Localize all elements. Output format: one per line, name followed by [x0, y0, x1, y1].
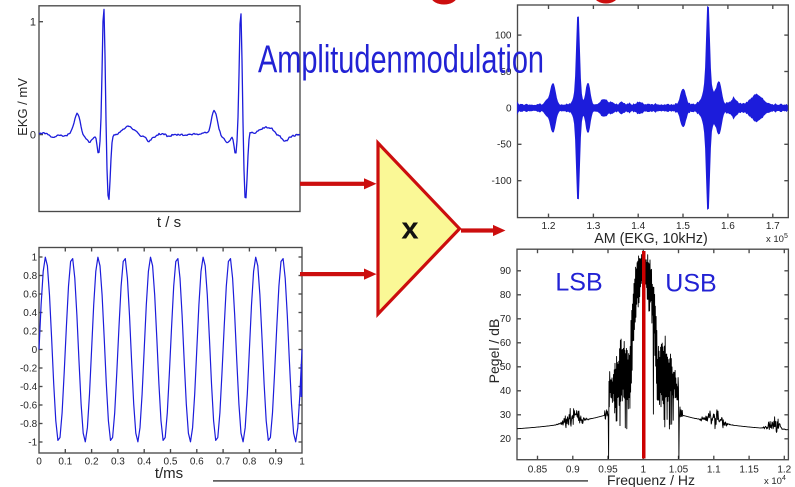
- svg-text:0.9: 0.9: [566, 465, 580, 476]
- svg-text:-0.6: -0.6: [20, 400, 38, 411]
- svg-text:-0.8: -0.8: [20, 419, 38, 430]
- svg-text:1.1: 1.1: [707, 465, 721, 476]
- svg-text:x: x: [401, 210, 419, 245]
- svg-text:60: 60: [500, 338, 512, 349]
- svg-text:0.4: 0.4: [137, 457, 151, 468]
- svg-text:0.8: 0.8: [242, 457, 256, 468]
- svg-text:0.3: 0.3: [111, 457, 125, 468]
- svg-text:70: 70: [500, 314, 512, 325]
- svg-text:40: 40: [500, 386, 512, 397]
- svg-text:1.05: 1.05: [669, 465, 689, 476]
- svg-text:1.7: 1.7: [766, 221, 780, 232]
- svg-text:1.2: 1.2: [777, 465, 791, 476]
- svg-text:0.95: 0.95: [598, 465, 618, 476]
- svg-text:1.3: 1.3: [586, 221, 600, 232]
- svg-text:1: 1: [641, 465, 647, 476]
- svg-text:EKG / mV: EKG / mV: [15, 78, 30, 136]
- svg-text:AM (EKG, 10kHz): AM (EKG, 10kHz): [594, 231, 708, 247]
- svg-text:0.85: 0.85: [528, 465, 548, 476]
- svg-text:1: 1: [32, 252, 38, 263]
- svg-text:-100: -100: [491, 176, 511, 187]
- svg-text:x 104: x 104: [764, 475, 786, 487]
- svg-text:0: 0: [30, 130, 36, 142]
- svg-text:0.1: 0.1: [58, 457, 72, 468]
- svg-text:0.4: 0.4: [23, 308, 37, 319]
- svg-text:1.15: 1.15: [739, 465, 759, 476]
- svg-text:0: 0: [36, 457, 42, 468]
- svg-text:0.2: 0.2: [23, 326, 37, 337]
- svg-text:1.5: 1.5: [676, 221, 690, 232]
- svg-text:0.2: 0.2: [85, 457, 99, 468]
- svg-text:100: 100: [495, 31, 512, 42]
- svg-text:80: 80: [500, 290, 512, 301]
- svg-text:30: 30: [500, 410, 512, 421]
- svg-text:50: 50: [500, 362, 512, 373]
- svg-text:1.4: 1.4: [631, 221, 645, 232]
- svg-text:Amplitudenmodulation: Amplitudenmodulation: [258, 39, 544, 82]
- svg-text:90: 90: [500, 266, 512, 277]
- svg-text:-50: -50: [497, 140, 512, 151]
- svg-text:0.7: 0.7: [216, 457, 230, 468]
- svg-text:Frequenz / Hz: Frequenz / Hz: [607, 472, 695, 487]
- svg-text:x 105: x 105: [766, 233, 788, 245]
- svg-text:50: 50: [500, 67, 512, 78]
- svg-text:0.8: 0.8: [23, 271, 37, 282]
- svg-text:t / s: t / s: [157, 214, 181, 231]
- svg-text:-0.4: -0.4: [20, 382, 38, 393]
- svg-text:1.6: 1.6: [721, 221, 735, 232]
- svg-text:1: 1: [30, 16, 36, 28]
- svg-text:USB: USB: [665, 270, 716, 298]
- svg-text:20: 20: [500, 434, 512, 445]
- svg-text:0: 0: [32, 345, 38, 356]
- svg-text:-0.2: -0.2: [20, 363, 38, 374]
- svg-text:0.9: 0.9: [269, 457, 283, 468]
- svg-text:LSB: LSB: [555, 269, 602, 297]
- svg-text:0: 0: [506, 103, 512, 114]
- svg-text:0.6: 0.6: [190, 457, 204, 468]
- svg-text:0.5: 0.5: [164, 457, 178, 468]
- svg-text:-1: -1: [28, 437, 37, 448]
- svg-text:t/ms: t/ms: [155, 465, 183, 482]
- svg-text:1: 1: [299, 457, 305, 468]
- svg-text:0.6: 0.6: [23, 289, 37, 300]
- svg-text:Pegel / dB: Pegel / dB: [486, 319, 502, 384]
- svg-text:1.2: 1.2: [542, 221, 556, 232]
